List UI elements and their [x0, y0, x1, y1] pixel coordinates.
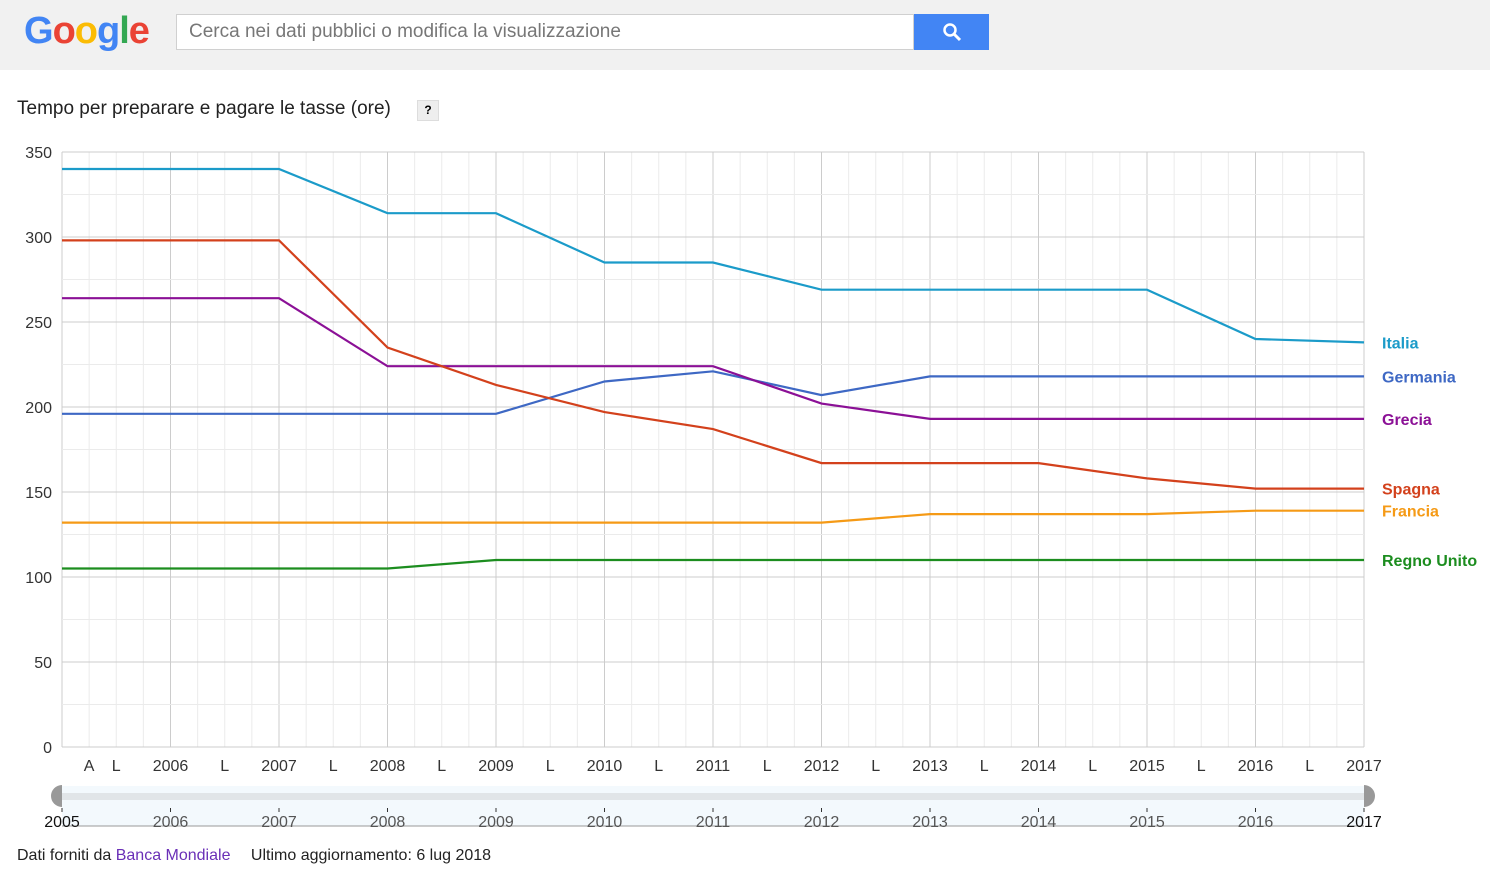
- slider-label: 2016: [1238, 814, 1274, 831]
- y-tick-label: 100: [25, 570, 52, 587]
- google-logo[interactable]: Google: [24, 10, 150, 52]
- slider-label: 2013: [912, 814, 948, 831]
- x-tick-label: 2017: [1346, 758, 1382, 775]
- x-tick-label: L: [1305, 758, 1314, 775]
- search-icon: [942, 23, 961, 42]
- legend-label: Francia: [1382, 504, 1439, 521]
- x-tick-label: L: [112, 758, 121, 775]
- x-tick-label: L: [329, 758, 338, 775]
- x-tick-label: L: [763, 758, 772, 775]
- x-tick-label: 2012: [804, 758, 840, 775]
- search-button[interactable]: [914, 14, 989, 50]
- search-input[interactable]: Cerca nei dati pubblici o modifica la vi…: [176, 14, 914, 50]
- series-line-grecia: [62, 297, 1364, 420]
- y-tick-label: 350: [25, 145, 52, 162]
- series-line-germania: [62, 370, 1364, 415]
- chart-title: Tempo per preparare e pagare le tasse (o…: [17, 98, 391, 119]
- help-button[interactable]: ?: [417, 100, 439, 121]
- x-tick-label: L: [871, 758, 880, 775]
- slider-label: 2017: [1346, 814, 1382, 831]
- slider-label: 2012: [804, 814, 840, 831]
- slider-label: 2014: [1021, 814, 1057, 831]
- legend-label: Regno Unito: [1382, 553, 1477, 570]
- series-line-francia: [62, 509, 1364, 524]
- x-tick-label: L: [654, 758, 663, 775]
- x-tick-label: L: [980, 758, 989, 775]
- legend-label: Germania: [1382, 369, 1456, 386]
- series-line-regno-unito: [62, 558, 1364, 570]
- source-link[interactable]: Banca Mondiale: [115, 847, 231, 864]
- x-tick-label: 2016: [1238, 758, 1274, 775]
- x-tick-label: 2010: [587, 758, 623, 775]
- y-tick-label: 150: [25, 485, 52, 502]
- legend-label: Italia: [1382, 335, 1419, 352]
- x-tick-label: 2015: [1129, 758, 1165, 775]
- x-tick-label: 2011: [696, 758, 731, 775]
- footer: Dati forniti da Banca Mondiale Ultimo ag…: [17, 847, 491, 865]
- slider-label: 2005: [44, 814, 80, 831]
- last-updated: Ultimo aggiornamento: 6 lug 2018: [250, 847, 492, 864]
- x-tick-label: L: [1197, 758, 1206, 775]
- slider-handle-end[interactable]: [1364, 785, 1375, 807]
- x-tick-label: L: [546, 758, 555, 775]
- time-slider-track-bg: [62, 786, 1364, 826]
- source-prefix: Dati forniti da: [17, 847, 112, 864]
- slider-label: 2009: [478, 814, 514, 831]
- series-line-italia: [62, 167, 1365, 344]
- legend-label: Spagna: [1382, 482, 1440, 499]
- legend-label: Grecia: [1382, 412, 1432, 429]
- y-tick-label: 200: [25, 400, 52, 417]
- header-bar: Google Cerca nei dati pubblici o modific…: [0, 0, 1490, 70]
- x-tick-label: A: [84, 758, 95, 775]
- x-tick-label: L: [220, 758, 229, 775]
- slider-label: 2006: [153, 814, 189, 831]
- y-tick-label: 300: [25, 230, 52, 247]
- slider-label: 2008: [370, 814, 406, 831]
- y-tick-label: 0: [43, 740, 52, 757]
- slider-handle-start[interactable]: [51, 785, 62, 807]
- y-tick-label: 50: [34, 655, 52, 672]
- x-tick-label: 2013: [912, 758, 948, 775]
- x-tick-label: 2014: [1021, 758, 1057, 775]
- slider-label: 2007: [261, 814, 297, 831]
- time-slider-track: [62, 793, 1364, 800]
- x-tick-label: 2009: [478, 758, 514, 775]
- x-tick-label: 2007: [261, 758, 297, 775]
- slider-label: 2011: [696, 814, 731, 831]
- series-line-spagna: [62, 239, 1364, 490]
- y-tick-label: 250: [25, 315, 52, 332]
- x-tick-label: L: [1088, 758, 1097, 775]
- slider-label: 2010: [587, 814, 623, 831]
- x-tick-label: 2008: [370, 758, 406, 775]
- x-tick-label: L: [437, 758, 446, 775]
- x-tick-label: 2006: [153, 758, 189, 775]
- slider-label: 2015: [1129, 814, 1165, 831]
